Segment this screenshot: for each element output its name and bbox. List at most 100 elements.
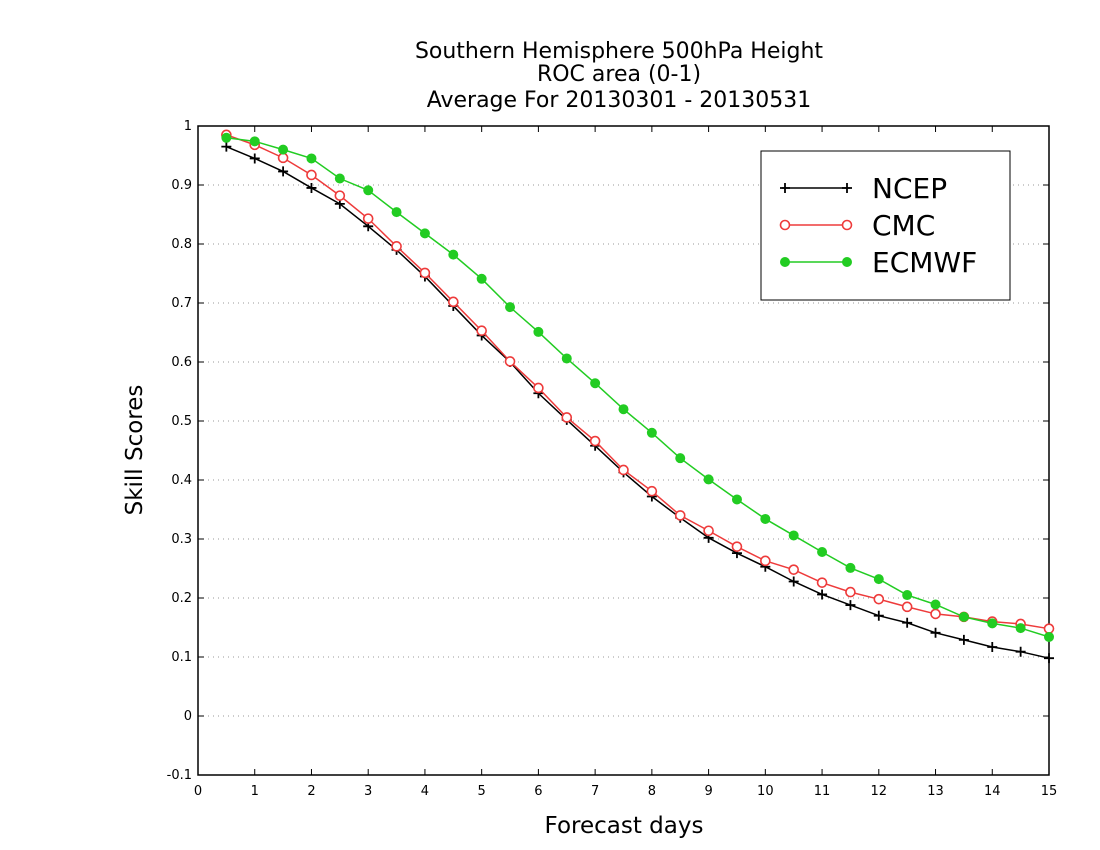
ncep-marker: [306, 182, 317, 193]
y-tick-label: 0.2: [171, 591, 192, 606]
cmc-marker: [788, 564, 800, 575]
cmc-marker: [845, 586, 856, 598]
ncep-marker: [221, 141, 232, 152]
ecmwf-marker: [363, 185, 374, 196]
ecmwf-marker: [731, 494, 742, 505]
ecmwf-marker: [590, 378, 601, 389]
x-tick-label: 12: [871, 784, 888, 799]
ecmwf-marker: [902, 590, 913, 601]
ncep-marker: [817, 589, 828, 600]
y-tick-label: 0.7: [171, 296, 192, 311]
y-tick-label: 0.4: [171, 473, 192, 488]
cmc-marker: [533, 382, 544, 394]
ecmwf-marker: [1044, 631, 1054, 642]
ecmwf-marker: [845, 562, 856, 573]
legend-label-ncep: NCEP: [872, 172, 947, 205]
cmc-marker: [873, 593, 885, 605]
y-tick-label: 0.1: [171, 650, 192, 665]
x-tick-label: 15: [1041, 784, 1058, 799]
ecmwf-marker: [930, 599, 941, 610]
ecmwf-marker: [561, 353, 572, 364]
cmc-series: [221, 129, 1055, 634]
cmc-marker: [476, 325, 487, 337]
legend-ecmwf-marker: [842, 257, 852, 267]
ecmwf-marker: [1015, 623, 1026, 634]
ncep-marker: [987, 641, 998, 652]
ecmwf-marker: [448, 249, 459, 260]
ecmwf-marker: [334, 173, 345, 184]
x-tick-label: 9: [704, 784, 712, 799]
x-tick-label: 7: [591, 784, 599, 799]
series-layer: [221, 129, 1055, 664]
x-tick-label: 8: [648, 784, 656, 799]
x-axis-label: Forecast days: [545, 813, 704, 839]
chart-title: Southern Hemisphere 500hPa Height ROC ar…: [415, 39, 823, 113]
cmc-marker: [306, 169, 317, 181]
plot-frame: [197, 125, 1050, 776]
ncep-marker: [873, 610, 884, 621]
cmc-marker: [901, 601, 913, 613]
ecmwf-marker: [675, 453, 686, 464]
y-tick-label: 0.5: [171, 414, 192, 429]
ecmwf-marker: [703, 474, 714, 485]
ecmwf-marker: [505, 302, 516, 313]
x-tick-label: 6: [534, 784, 542, 799]
x-tick-label: 1: [251, 784, 259, 799]
ncep-marker: [902, 617, 913, 628]
ecmwf-marker: [646, 427, 657, 438]
cmc-marker: [731, 541, 743, 552]
ecmwf-marker: [249, 136, 260, 147]
x-tick-label: 0: [194, 784, 202, 799]
legend-entry-ncep: NCEP: [780, 172, 947, 205]
y-tick-labels: -0.1 0 0.1 0.2 0.3 0.4 0.5 0.6 0.7 0.8 0.9 1: [167, 119, 192, 783]
y-tick-label: 0.8: [171, 237, 192, 252]
legend: NCEP CMC ECMWF: [760, 150, 1011, 301]
x-tick-label: 4: [421, 784, 429, 799]
ncep-marker: [278, 166, 289, 177]
ecmwf-marker: [760, 513, 771, 524]
axis-ticks: [197, 125, 1050, 776]
legend-label-ecmwf: ECMWF: [872, 246, 977, 279]
cmc-marker: [674, 510, 686, 521]
legend-ncep-marker: [842, 183, 852, 193]
ncep-marker: [958, 634, 969, 645]
y-tick-label: 0: [184, 709, 192, 724]
ecmwf-marker: [391, 207, 402, 218]
x-tick-label: 14: [984, 784, 1001, 799]
ecmwf-marker: [958, 611, 969, 622]
title-line-1: Southern Hemisphere 500hPa Height: [415, 39, 823, 64]
cmc-marker: [703, 525, 714, 537]
x-tick-label: 5: [478, 784, 486, 799]
ecmwf-marker: [987, 618, 998, 629]
legend-cmc-marker: [841, 219, 853, 231]
legend-label-cmc: CMC: [872, 209, 935, 242]
y-tick-label: 0.6: [171, 355, 192, 370]
legend-ncep-marker: [780, 183, 790, 193]
ecmwf-marker: [817, 546, 828, 557]
cmc-marker: [1043, 623, 1055, 634]
ncep-marker: [1044, 653, 1054, 664]
ecmwf-marker: [533, 326, 544, 337]
cmc-marker: [447, 296, 459, 308]
cmc-marker: [618, 464, 629, 476]
ncep-line: [226, 145, 1050, 659]
y-tick-label: 0.3: [171, 532, 192, 547]
ecmwf-marker: [618, 404, 629, 415]
x-tick-label: 10: [757, 784, 774, 799]
cmc-marker: [589, 435, 601, 447]
ecmwf-marker: [221, 132, 232, 143]
cmc-marker: [816, 577, 828, 588]
cmc-marker: [561, 412, 573, 423]
x-tick-label: 13: [927, 784, 944, 799]
cmc-marker: [419, 267, 431, 279]
cmc-marker: [391, 241, 402, 252]
x-tick-labels: 0 1 2 3 4 5 6 7 8 9 10 11 12 13 14 15: [194, 784, 1057, 799]
x-tick-label: 2: [307, 784, 315, 799]
cmc-marker: [277, 152, 289, 164]
ecmwf-marker: [278, 144, 289, 155]
legend-ecmwf-marker: [780, 257, 790, 267]
ecmwf-marker: [419, 228, 430, 239]
ecmwf-marker: [788, 530, 799, 541]
y-tick-label: 1: [184, 119, 192, 134]
